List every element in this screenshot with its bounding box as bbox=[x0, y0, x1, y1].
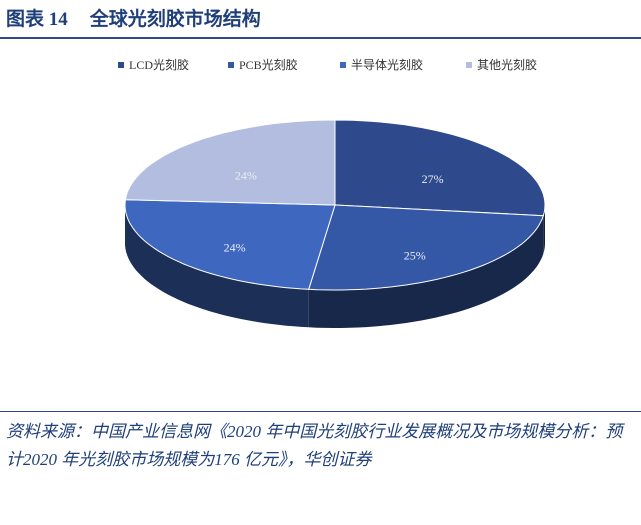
title-rule bbox=[0, 37, 641, 39]
source-note: 资料来源：中国产业信息网《2020 年中国光刻胶行业发展概况及市场规模分析：预计… bbox=[6, 422, 623, 469]
slice-side bbox=[308, 215, 544, 328]
legend-label: 半导体光刻胶 bbox=[351, 57, 423, 72]
data-label: 24% bbox=[235, 168, 257, 182]
figure-label: 图表 14 bbox=[6, 9, 68, 30]
data-label: 27% bbox=[422, 172, 444, 186]
slice-side bbox=[125, 205, 309, 328]
legend-label: 其他光刻胶 bbox=[477, 57, 537, 72]
source-rule bbox=[0, 411, 641, 412]
legend-swatch bbox=[340, 62, 346, 68]
data-label: 25% bbox=[404, 248, 426, 262]
slice bbox=[334, 119, 546, 217]
slice bbox=[308, 204, 544, 291]
chart: LCD光刻胶 PCB光刻胶 半导体光刻胶 其他光刻胶 27% 25% 24% 24% bbox=[118, 57, 546, 328]
legend-label: PCB光刻胶 bbox=[239, 57, 298, 72]
slice bbox=[124, 199, 336, 290]
data-label: 24% bbox=[224, 240, 246, 254]
legend-swatch bbox=[118, 62, 124, 68]
legend-label: LCD光刻胶 bbox=[129, 57, 189, 72]
figure-name: 全球光刻胶市场结构 bbox=[89, 9, 261, 30]
slice bbox=[124, 119, 336, 206]
legend-swatch bbox=[466, 62, 472, 68]
figure-title: 图表 14 全球光刻胶市场结构 bbox=[6, 4, 283, 31]
slice-side bbox=[543, 205, 545, 254]
legend-swatch bbox=[228, 62, 234, 68]
